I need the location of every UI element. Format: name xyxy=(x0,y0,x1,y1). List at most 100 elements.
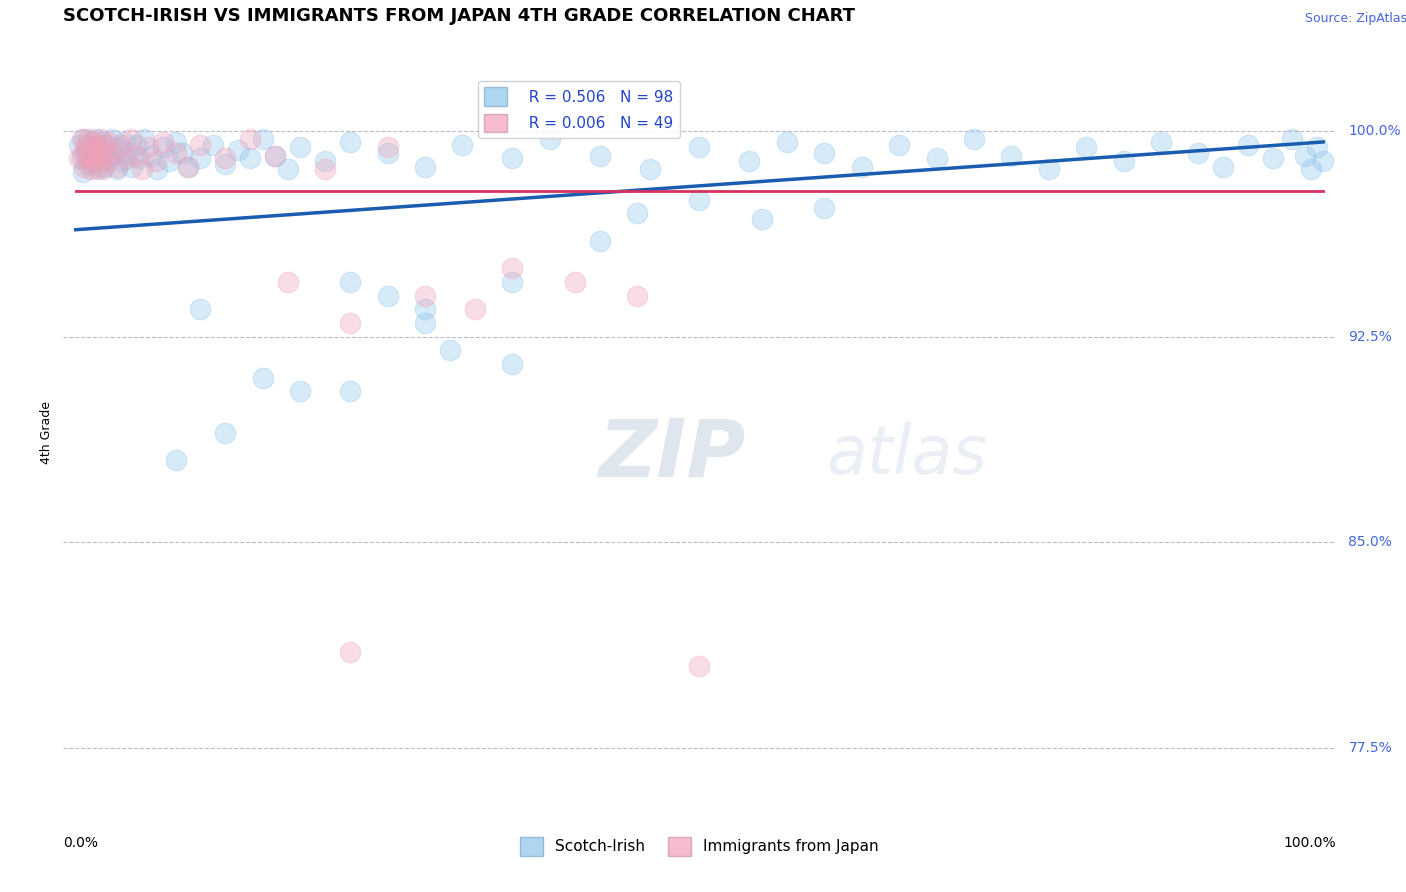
Point xyxy=(214,157,236,171)
Point xyxy=(776,135,799,149)
Point xyxy=(86,160,108,174)
Point xyxy=(177,160,200,174)
Point xyxy=(239,132,262,146)
Point xyxy=(77,140,100,154)
Point xyxy=(93,160,115,174)
Legend: Scotch-Irish, Immigrants from Japan: Scotch-Irish, Immigrants from Japan xyxy=(515,831,884,862)
Point xyxy=(1212,160,1234,174)
Point xyxy=(501,152,523,166)
Point xyxy=(96,137,118,152)
Point xyxy=(96,154,118,169)
Point xyxy=(252,132,274,146)
Point xyxy=(152,140,174,154)
Text: 100.0%: 100.0% xyxy=(1348,124,1400,138)
Point xyxy=(80,162,103,177)
Point xyxy=(1038,162,1060,177)
Point xyxy=(108,140,131,154)
Point xyxy=(626,206,648,220)
Point xyxy=(75,145,97,160)
Point xyxy=(538,132,561,146)
Text: 77.5%: 77.5% xyxy=(1348,741,1392,755)
Point xyxy=(76,157,98,171)
Point xyxy=(226,143,249,157)
Text: ZIP: ZIP xyxy=(598,416,745,494)
Point xyxy=(139,149,162,163)
Point xyxy=(170,145,193,160)
Point xyxy=(1076,140,1098,154)
Point xyxy=(689,658,711,673)
Point xyxy=(75,137,97,152)
Point xyxy=(80,140,103,154)
Point xyxy=(79,149,101,163)
Point xyxy=(339,645,361,659)
Point xyxy=(165,145,187,160)
Point xyxy=(1281,132,1303,146)
Text: 85.0%: 85.0% xyxy=(1348,535,1392,549)
Point xyxy=(190,137,212,152)
Text: 100.0%: 100.0% xyxy=(1284,836,1336,850)
Point xyxy=(638,162,661,177)
Point xyxy=(1263,152,1285,166)
Point xyxy=(134,132,156,146)
Point xyxy=(70,132,93,146)
Y-axis label: 4th Grade: 4th Grade xyxy=(39,401,53,464)
Point xyxy=(72,165,94,179)
Point xyxy=(277,162,299,177)
Point xyxy=(851,160,873,174)
Point xyxy=(413,288,436,302)
Point xyxy=(1294,149,1316,163)
Point xyxy=(101,145,124,160)
Point xyxy=(146,162,169,177)
Point xyxy=(1299,162,1322,177)
Point xyxy=(121,160,143,174)
Point xyxy=(89,140,111,154)
Point xyxy=(83,135,105,149)
Point xyxy=(689,140,711,154)
Point xyxy=(214,152,236,166)
Text: atlas: atlas xyxy=(827,422,988,488)
Point xyxy=(201,137,224,152)
Point xyxy=(112,135,135,149)
Point xyxy=(1000,149,1022,163)
Text: Source: ZipAtlas.com: Source: ZipAtlas.com xyxy=(1305,12,1406,26)
Point xyxy=(80,157,103,171)
Point xyxy=(290,384,312,399)
Point xyxy=(124,149,146,163)
Point xyxy=(73,132,96,146)
Point xyxy=(90,132,112,146)
Text: SCOTCH-IRISH VS IMMIGRANTS FROM JAPAN 4TH GRADE CORRELATION CHART: SCOTCH-IRISH VS IMMIGRANTS FROM JAPAN 4T… xyxy=(63,7,855,26)
Point xyxy=(124,137,146,152)
Point xyxy=(413,160,436,174)
Point xyxy=(377,288,399,302)
Point xyxy=(190,302,212,317)
Point xyxy=(377,145,399,160)
Point xyxy=(80,135,103,149)
Point xyxy=(165,453,187,467)
Point xyxy=(111,154,134,169)
Point xyxy=(689,193,711,207)
Point xyxy=(86,149,108,163)
Point xyxy=(239,152,262,166)
Point xyxy=(93,140,115,154)
Point xyxy=(91,149,114,163)
Point xyxy=(117,145,139,160)
Point xyxy=(114,152,136,166)
Point xyxy=(1150,135,1173,149)
Point xyxy=(1112,154,1135,169)
Point xyxy=(90,154,112,169)
Point xyxy=(1237,137,1260,152)
Point xyxy=(1312,154,1334,169)
Point xyxy=(70,152,93,166)
Point xyxy=(165,135,187,149)
Point xyxy=(314,162,336,177)
Point xyxy=(813,145,835,160)
Point xyxy=(589,234,612,248)
Point xyxy=(214,425,236,440)
Text: 92.5%: 92.5% xyxy=(1348,330,1392,343)
Point xyxy=(413,316,436,330)
Point xyxy=(451,137,474,152)
Point xyxy=(128,152,150,166)
Point xyxy=(83,152,105,166)
Point xyxy=(751,211,773,226)
Point xyxy=(87,162,110,177)
